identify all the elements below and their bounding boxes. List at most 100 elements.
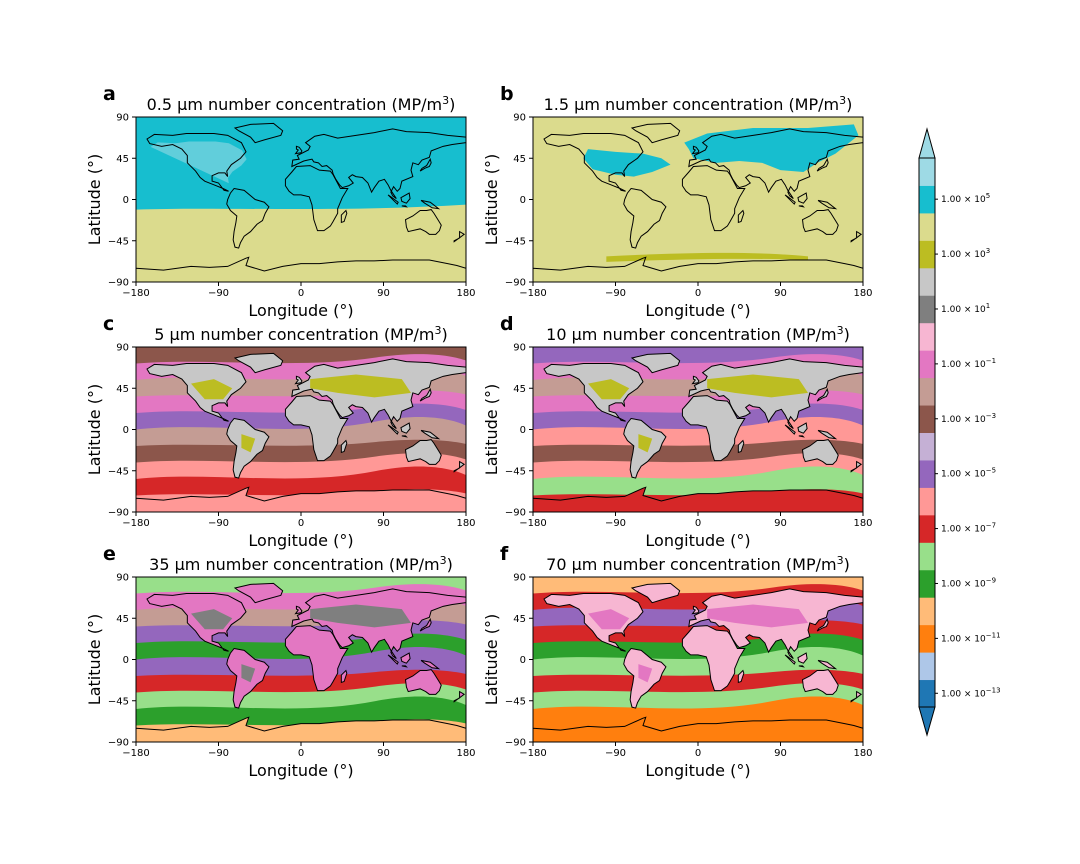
polar-band: [606, 252, 808, 262]
title-exp: 3: [839, 94, 846, 107]
coastline: [801, 669, 839, 695]
panel-title: 5 μm number concentration (MP/m3): [154, 324, 447, 344]
y-tick-label: −45: [108, 236, 129, 247]
coastline: [401, 435, 408, 438]
title-tail: ): [846, 95, 852, 114]
colorbar-frame: [918, 157, 936, 708]
coastline: [136, 256, 466, 282]
coastline: [816, 387, 829, 402]
coastline: [400, 422, 411, 434]
land-fill: [533, 717, 863, 742]
colorbar-segment: [919, 597, 935, 626]
coastline: [543, 133, 644, 192]
y-axis-label: Latitude (°): [85, 154, 104, 245]
colorbar-segment: [919, 652, 935, 681]
land-fill: [454, 691, 465, 702]
land-fill: [544, 363, 643, 422]
land-core-fill: [588, 379, 630, 400]
land-fill: [400, 423, 411, 434]
y-tick-label: 0: [123, 195, 129, 206]
coastline: [387, 654, 399, 665]
x-tick-label: 180: [853, 748, 872, 759]
x-tick-label: −180: [519, 288, 546, 299]
title-main: 70 μm number concentration (MP/m: [546, 555, 836, 574]
y-tick-label: 0: [520, 655, 526, 666]
coastline: [340, 439, 348, 454]
x-tick-label: 180: [456, 288, 475, 299]
land-fill: [851, 691, 862, 702]
title-tail: ): [447, 555, 453, 574]
title-tail: ): [441, 325, 447, 344]
coastline: [453, 690, 466, 703]
colorbar-tick-exp: −9: [986, 576, 996, 584]
land-fill: [797, 653, 808, 664]
panel-letter: f: [500, 543, 509, 565]
panel-letter: c: [103, 313, 114, 335]
colorbar-tick-label: 1.00 × 105: [941, 192, 990, 205]
coastline: [681, 625, 746, 692]
colorbar-tick-exp: −11: [986, 631, 1001, 639]
coastline: [420, 199, 441, 210]
coastline: [226, 647, 270, 709]
coastline: [798, 205, 805, 208]
x-tick-label: 0: [298, 748, 304, 759]
coastline: [630, 352, 681, 374]
y-tick-label: −45: [108, 466, 129, 477]
x-tick-label: 90: [774, 288, 787, 299]
y-tick-label: −45: [108, 696, 129, 707]
y-tick-label: 0: [123, 425, 129, 436]
coastline: [801, 439, 839, 465]
y-tick-label: 45: [513, 614, 526, 625]
colorbar-tick-exp: 5: [986, 192, 990, 200]
x-tick-label: −180: [122, 748, 149, 759]
y-tick-label: 45: [116, 384, 129, 395]
coastline: [291, 128, 466, 199]
coastline: [233, 122, 284, 144]
coastline: [419, 157, 432, 172]
map-field-d: [533, 347, 863, 512]
x-axis-label: Longitude (°): [248, 761, 353, 780]
coastline: [294, 375, 303, 385]
coastline: [797, 422, 808, 434]
coastline: [688, 358, 863, 429]
land-fill: [341, 440, 347, 453]
coastline: [737, 209, 745, 224]
colorbar-extend-max: [918, 127, 936, 159]
land-core-fill: [310, 604, 411, 628]
y-tick-label: 45: [116, 614, 129, 625]
title-exp: 3: [440, 554, 447, 567]
x-tick-label: −90: [208, 518, 229, 529]
coastline: [533, 716, 863, 742]
land-core-fill: [707, 604, 808, 628]
x-tick-label: −180: [519, 518, 546, 529]
land-core-fill: [191, 609, 233, 630]
y-tick-label: −90: [108, 278, 129, 289]
coastline: [688, 128, 863, 199]
map-field-e: [136, 577, 466, 742]
colorbar-segment: [919, 158, 935, 186]
x-tick-label: 0: [695, 288, 701, 299]
x-tick-label: 0: [695, 518, 701, 529]
coastline: [420, 659, 441, 670]
colorbar-tick-mantissa: 1.00 × 10: [941, 470, 986, 480]
x-tick-label: 90: [774, 518, 787, 529]
colorbar-tick-exp: 3: [986, 247, 990, 255]
colorbar-tick-label: 1.00 × 10−9: [941, 576, 996, 589]
x-tick-label: 180: [853, 288, 872, 299]
y-tick-label: −90: [108, 738, 129, 749]
y-tick-label: −90: [505, 738, 526, 749]
northern-region-americas: [583, 149, 671, 177]
colorbar-tick-mantissa: 1.00 × 10: [941, 634, 986, 644]
coastline: [284, 165, 349, 232]
land-fill: [285, 625, 348, 691]
coastline: [404, 209, 442, 235]
coastline: [400, 192, 411, 204]
colorbar-tick-label: 1.00 × 10−7: [941, 522, 996, 535]
panel-letter: b: [500, 83, 514, 105]
colorbar-tick-exp: −7: [986, 522, 996, 530]
coastline: [688, 588, 863, 659]
panel-letter: a: [103, 83, 116, 105]
land-fill: [147, 363, 246, 422]
